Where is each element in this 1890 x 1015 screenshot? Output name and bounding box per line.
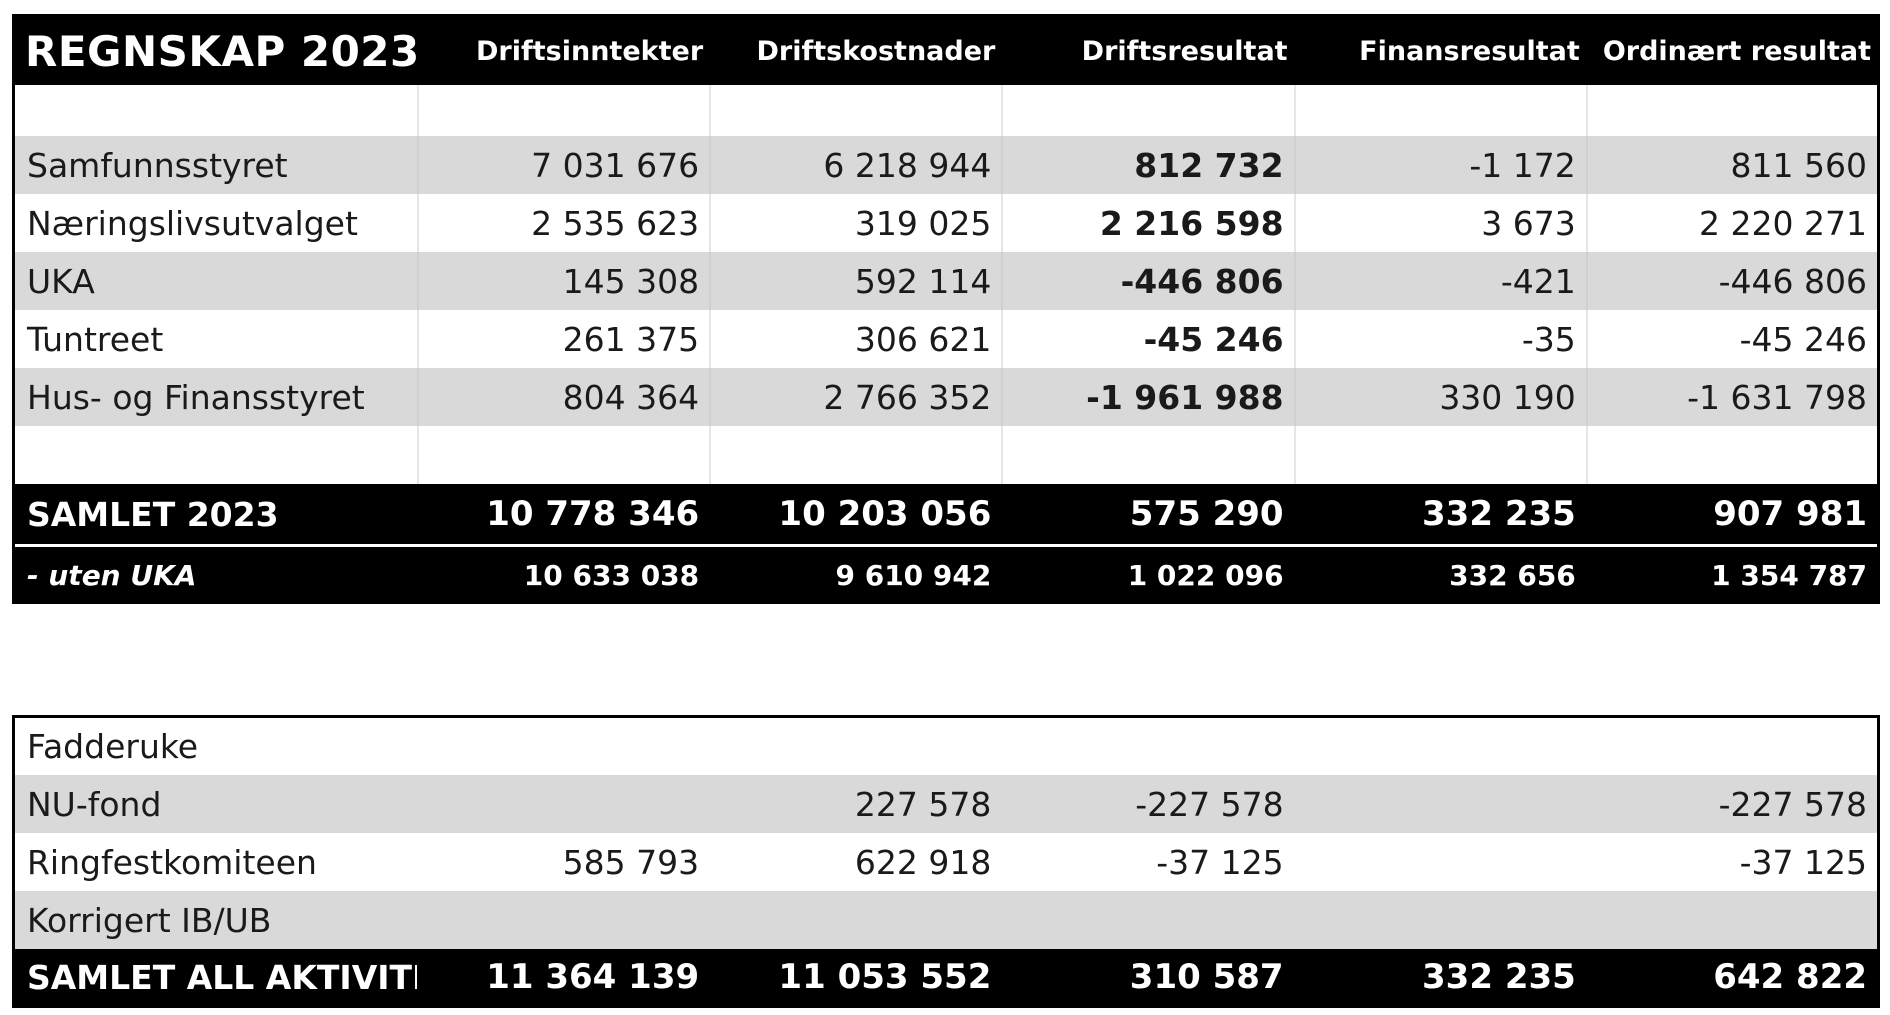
cell-value: -37 125 [1739, 842, 1868, 882]
cell-value [1586, 891, 1877, 949]
row-label: NU-fond [27, 784, 162, 824]
activities-table: Fadderuke NU-fond 227 578 -227 578 -227 … [12, 715, 1880, 1008]
cell-value: 145 308 [416, 252, 709, 310]
col-header-ordinaert-resultat: Ordinært resultat [1602, 35, 1872, 67]
cell-value: -45 246 [1585, 310, 1877, 368]
total-value: 332 235 [1422, 494, 1576, 534]
subtotal-value: 1 022 096 [1127, 559, 1284, 592]
cell-value: -45 246 [1001, 310, 1293, 368]
total-value: 310 587 [1129, 957, 1284, 997]
table-row: Fadderuke [15, 718, 1877, 775]
cell-value: 6 218 944 [709, 136, 1001, 194]
subtotal-value: 9 610 942 [835, 559, 992, 592]
total-value: 332 235 [1422, 957, 1576, 997]
col-header-finansresultat: Finansresultat [1359, 35, 1580, 67]
cell-value: -37 125 [1156, 842, 1284, 882]
cell-value: 622 918 [854, 842, 992, 882]
accounts-table-2023: REGNSKAP 2023 Driftsinntekter Driftskost… [12, 14, 1880, 604]
total-row: SAMLET ALL AKTIVITET 11 364 139 11 053 5… [15, 949, 1877, 1005]
table-row: Hus- og Finansstyret 804 364 2 766 352 -… [15, 368, 1877, 426]
cell-value: -421 [1293, 252, 1586, 310]
cell-value: -1 961 988 [1001, 368, 1293, 426]
cell-value [709, 718, 1001, 775]
cell-value: 227 578 [854, 784, 992, 824]
row-label: Næringslivsutvalget [27, 203, 358, 243]
row-label: Ringfestkomiteen [27, 842, 317, 882]
cell-value [1294, 718, 1586, 775]
cell-value [1001, 718, 1293, 775]
cell-value: -1 172 [1293, 136, 1586, 194]
row-label: Tuntreet [27, 319, 164, 359]
cell-value: 812 732 [1001, 136, 1293, 194]
total-label: SAMLET 2023 [27, 494, 279, 534]
subtotal-row: - uten UKA 10 633 038 9 610 942 1 022 09… [15, 544, 1877, 604]
subtotal-value: 1 354 787 [1711, 559, 1868, 592]
table-row: Tuntreet 261 375 306 621 -45 246 -35 -45… [15, 310, 1877, 368]
table-row: Korrigert IB/UB [15, 891, 1877, 949]
table-header: REGNSKAP 2023 Driftsinntekter Driftskost… [15, 17, 1877, 85]
table-row: UKA 145 308 592 114 -446 806 -421 -446 8… [15, 252, 1877, 310]
total-label: SAMLET ALL AKTIVITET [27, 957, 417, 997]
subtotal-value: 332 656 [1449, 559, 1576, 592]
subtotal-value: 10 633 038 [523, 559, 700, 592]
cell-value: 811 560 [1585, 136, 1877, 194]
cell-value [1294, 775, 1586, 833]
cell-value [1586, 718, 1877, 775]
cell-value [709, 891, 1001, 949]
total-value: 575 290 [1129, 494, 1284, 534]
row-label: Fadderuke [27, 727, 199, 766]
col-header-driftsresultat: Driftsresultat [1081, 35, 1288, 67]
cell-value: -227 578 [1718, 784, 1868, 824]
col-header-driftskostnader: Driftskostnader [756, 35, 996, 67]
row-label: Samfunnsstyret [27, 145, 288, 185]
cell-value: 2 766 352 [709, 368, 1001, 426]
cell-value [1001, 891, 1293, 949]
cell-value: -35 [1293, 310, 1586, 368]
subtotal-label: - uten UKA [27, 559, 197, 592]
total-value: 10 778 346 [486, 494, 700, 534]
spacer-row [15, 426, 1877, 484]
cell-value [1294, 833, 1586, 891]
col-header-driftsinntekter: Driftsinntekter [476, 35, 704, 67]
total-value: 642 822 [1713, 957, 1868, 997]
table-row: NU-fond 227 578 -227 578 -227 578 [15, 775, 1877, 833]
cell-value: 319 025 [709, 194, 1001, 252]
cell-value: 3 673 [1293, 194, 1586, 252]
total-row: SAMLET 2023 10 778 346 10 203 056 575 29… [15, 484, 1877, 544]
cell-value: -227 578 [1135, 784, 1284, 824]
cell-value: 7 031 676 [416, 136, 709, 194]
cell-value: -446 806 [1585, 252, 1877, 310]
cell-value: -446 806 [1001, 252, 1293, 310]
table-title: REGNSKAP 2023 [25, 26, 417, 76]
spacer-row [15, 85, 1877, 136]
total-value: 11 053 552 [778, 957, 992, 997]
cell-value: 2 216 598 [1001, 194, 1293, 252]
total-value: 11 364 139 [486, 957, 700, 997]
cell-value: 2 220 271 [1585, 194, 1877, 252]
total-value: 907 981 [1713, 494, 1868, 534]
cell-value: 306 621 [709, 310, 1001, 368]
cell-value: 261 375 [416, 310, 709, 368]
cell-value [417, 718, 709, 775]
cell-value: 585 793 [562, 842, 700, 882]
cell-value: -1 631 798 [1585, 368, 1877, 426]
row-label: Korrigert IB/UB [27, 900, 272, 940]
cell-value: 804 364 [416, 368, 709, 426]
total-value: 10 203 056 [778, 494, 992, 534]
table-row: Næringslivsutvalget 2 535 623 319 025 2 … [15, 194, 1877, 252]
cell-value [417, 775, 709, 833]
cell-value: 592 114 [709, 252, 1001, 310]
row-label: UKA [27, 261, 95, 301]
cell-value [1294, 891, 1586, 949]
cell-value [417, 891, 709, 949]
row-label: Hus- og Finansstyret [27, 377, 365, 417]
cell-value: 330 190 [1293, 368, 1586, 426]
table-row: Ringfestkomiteen 585 793 622 918 -37 125… [15, 833, 1877, 891]
cell-value: 2 535 623 [416, 194, 709, 252]
table-row: Samfunnsstyret 7 031 676 6 218 944 812 7… [15, 136, 1877, 194]
